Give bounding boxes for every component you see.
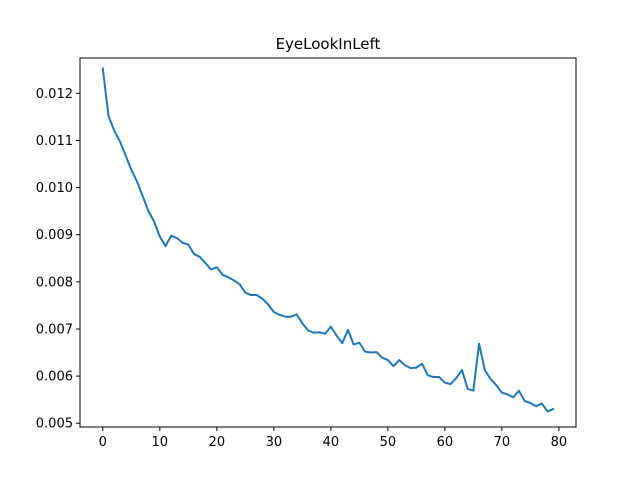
x-tick-label: 40 [323, 435, 340, 450]
y-tick-label: 0.011 [36, 134, 73, 149]
y-tick-label: 0.006 [36, 370, 73, 385]
y-tick-label: 0.007 [36, 322, 73, 337]
x-tick-label: 50 [380, 435, 397, 450]
x-tick-label: 80 [551, 435, 568, 450]
plot-frame [79, 57, 577, 428]
series-layer [101, 67, 555, 413]
x-tick-label: 30 [266, 435, 283, 450]
y-tick-label: 0.008 [36, 275, 73, 290]
x-tick-label: 10 [152, 435, 169, 450]
series-line-0 [101, 67, 555, 413]
x-tick-label: 70 [494, 435, 511, 450]
y-tick-label: 0.009 [36, 228, 73, 243]
y-tick-label: 0.012 [36, 87, 73, 102]
x-tick-label: 0 [99, 435, 107, 450]
x-axis: 0 10 20 30 40 50 60 70 80 [99, 427, 568, 450]
x-tick-label: 20 [209, 435, 226, 450]
y-tick-label: 0.005 [36, 417, 73, 432]
y-tick-label: 0.010 [36, 181, 73, 196]
x-tick-label: 60 [437, 435, 454, 450]
y-axis: 0.005 0.006 0.007 0.008 0.009 0.010 0.011 0.012 [36, 87, 80, 432]
chart-title: EyeLookInLeft [276, 35, 381, 53]
